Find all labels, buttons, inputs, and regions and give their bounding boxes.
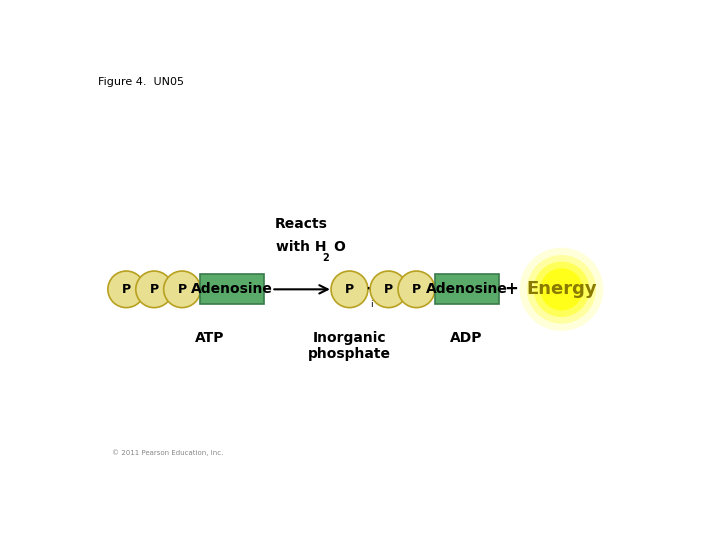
Text: O: O	[333, 240, 345, 254]
Text: ADP: ADP	[451, 331, 483, 345]
Text: i: i	[370, 300, 373, 309]
Ellipse shape	[534, 261, 590, 317]
Text: Adenosine: Adenosine	[192, 282, 273, 296]
Text: © 2011 Pearson Education, Inc.: © 2011 Pearson Education, Inc.	[112, 449, 224, 456]
Text: P: P	[122, 283, 131, 296]
Ellipse shape	[527, 255, 596, 323]
Ellipse shape	[540, 268, 582, 310]
Text: P: P	[384, 283, 393, 296]
Ellipse shape	[398, 271, 435, 308]
Text: Figure 4.  UN05: Figure 4. UN05	[99, 77, 184, 87]
Text: P: P	[412, 283, 421, 296]
Ellipse shape	[370, 271, 407, 308]
FancyBboxPatch shape	[435, 274, 499, 305]
Ellipse shape	[136, 271, 173, 308]
Text: 2: 2	[322, 253, 329, 263]
Text: P: P	[150, 283, 158, 296]
Text: +: +	[504, 280, 518, 298]
Text: Reacts: Reacts	[274, 217, 328, 231]
Text: P: P	[345, 283, 354, 296]
Ellipse shape	[163, 271, 200, 308]
FancyBboxPatch shape	[200, 274, 264, 305]
Text: with H: with H	[276, 240, 326, 254]
Ellipse shape	[331, 271, 368, 308]
Ellipse shape	[520, 248, 603, 331]
Text: Energy: Energy	[526, 280, 597, 298]
Text: ATP: ATP	[195, 331, 225, 345]
Text: Adenosine: Adenosine	[426, 282, 508, 296]
Ellipse shape	[108, 271, 145, 308]
Text: +: +	[365, 280, 379, 298]
Text: P: P	[178, 283, 186, 296]
Text: Inorganic
phosphate: Inorganic phosphate	[308, 331, 391, 361]
